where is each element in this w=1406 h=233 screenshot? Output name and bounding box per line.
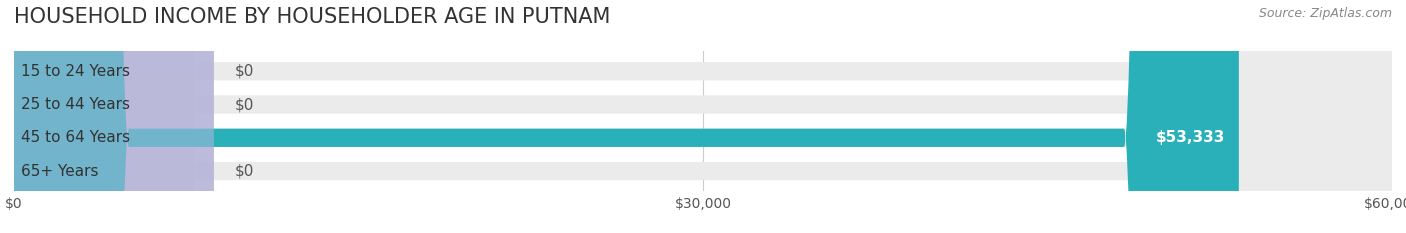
Text: Source: ZipAtlas.com: Source: ZipAtlas.com xyxy=(1258,7,1392,20)
FancyBboxPatch shape xyxy=(14,0,1392,233)
FancyBboxPatch shape xyxy=(14,0,1392,233)
Text: $0: $0 xyxy=(235,64,254,79)
FancyBboxPatch shape xyxy=(14,0,1392,233)
FancyBboxPatch shape xyxy=(14,0,214,233)
FancyBboxPatch shape xyxy=(14,0,214,233)
Text: $53,333: $53,333 xyxy=(1156,130,1225,145)
Text: HOUSEHOLD INCOME BY HOUSEHOLDER AGE IN PUTNAM: HOUSEHOLD INCOME BY HOUSEHOLDER AGE IN P… xyxy=(14,7,610,27)
Text: 15 to 24 Years: 15 to 24 Years xyxy=(21,64,129,79)
FancyBboxPatch shape xyxy=(14,0,1239,233)
FancyBboxPatch shape xyxy=(14,0,214,233)
Text: 25 to 44 Years: 25 to 44 Years xyxy=(21,97,129,112)
FancyBboxPatch shape xyxy=(14,0,1392,233)
Text: 45 to 64 Years: 45 to 64 Years xyxy=(21,130,131,145)
Text: 65+ Years: 65+ Years xyxy=(21,164,98,178)
Text: $0: $0 xyxy=(235,97,254,112)
Text: $0: $0 xyxy=(235,164,254,178)
